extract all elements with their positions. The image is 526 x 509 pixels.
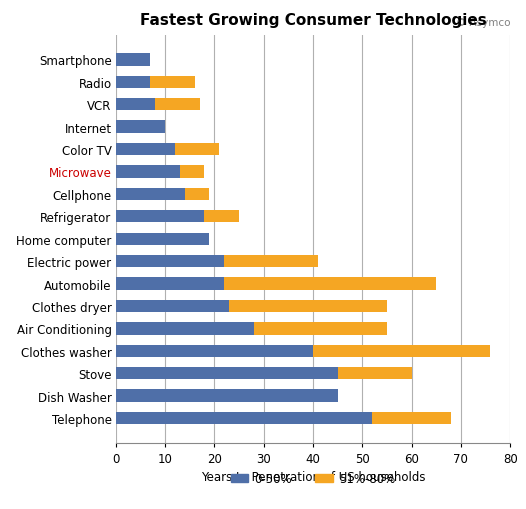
Bar [116,54,150,67]
Bar [116,367,338,380]
Bar [116,390,338,402]
Bar [116,256,224,268]
Bar [313,345,490,357]
Bar [116,211,205,223]
Bar [205,211,239,223]
Bar [116,278,224,290]
Bar [150,76,195,89]
Bar [155,99,199,111]
Bar [116,412,372,425]
Bar [175,144,219,156]
Bar [338,367,412,380]
Bar [372,412,451,425]
Bar [116,99,155,111]
Legend: 0-50%, 51%-80%: 0-50%, 51%-80% [226,467,400,490]
Bar [116,76,150,89]
Bar [116,300,229,313]
Bar [224,278,436,290]
Bar [116,323,254,335]
Bar [116,166,180,178]
Bar [180,166,205,178]
Bar [229,300,387,313]
Bar [116,188,185,201]
Bar [116,345,313,357]
Text: © Asymco: © Asymco [456,17,510,27]
Bar [224,256,318,268]
Bar [185,188,209,201]
Bar [116,121,165,133]
Bar [116,233,209,245]
Bar [116,144,175,156]
Bar [254,323,387,335]
Title: Fastest Growing Consumer Technologies: Fastest Growing Consumer Technologies [139,13,487,27]
X-axis label: Years to Penetration of US households: Years to Penetration of US households [201,470,425,484]
